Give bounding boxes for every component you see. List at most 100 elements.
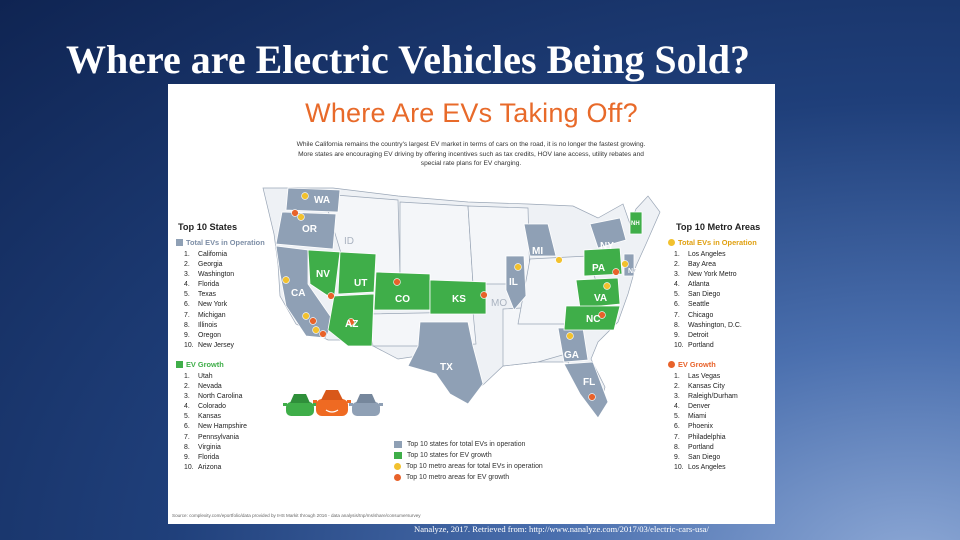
list-item: 7. Pennsylvania	[184, 433, 239, 441]
label-ut: UT	[354, 278, 367, 289]
orange-dot-icon	[668, 361, 675, 368]
state-ny	[589, 217, 627, 249]
list-item: 4. Florida	[184, 281, 220, 289]
legend-item: Top 10 states for total EVs in operation	[394, 439, 543, 450]
list-item: 6. New Hampshire	[184, 423, 248, 431]
list-item-label: Washington	[198, 271, 235, 279]
state-labels: WA OR ID NV CA UT AZ CO KS MO TX IL MI N…	[291, 195, 640, 388]
label-id: ID	[344, 236, 354, 247]
orange-dot-los-angeles	[309, 317, 317, 325]
orange-dot-kansas-city	[480, 291, 488, 299]
list-item-label: Philadelphia	[688, 433, 726, 441]
list-item-label: North Carolina	[198, 393, 243, 401]
us-map: WA OR ID NV CA UT AZ CO KS MO TX IL MI N…	[262, 187, 661, 419]
state-wa	[285, 187, 341, 213]
label-ga: GA	[564, 350, 579, 361]
slide-title: Where are Electric Vehicles Being Sold?	[66, 37, 751, 82]
list-item: 7. Chicago	[674, 311, 714, 319]
infographic-title: Where Are EVs Taking Off?	[305, 98, 638, 128]
list-item-label: Pennsylvania	[198, 433, 239, 441]
list-item: 5. Kansas	[184, 413, 221, 421]
list-item: 9. Florida	[184, 453, 220, 461]
list-item: 5. Miami	[674, 413, 707, 421]
green-car-icon	[283, 394, 317, 416]
state-tx	[407, 321, 484, 405]
citation: Nanalyze, 2017. Retrieved from: http://w…	[414, 524, 709, 534]
legend-item: Top 10 states for EV growth	[394, 450, 543, 461]
list-item-label: Texas	[198, 291, 216, 299]
label-fl: FL	[583, 377, 595, 388]
orange-dot-san-diego	[319, 330, 327, 338]
list-item: 8. Illinois	[184, 321, 218, 329]
list-item: 10. New Jersey	[184, 341, 234, 349]
state-fl	[563, 361, 609, 419]
gray-car-icon	[349, 394, 383, 416]
legend-label: Top 10 states for total EVs in operation	[407, 441, 526, 448]
map-legend: Top 10 states for total EVs in operation…	[394, 439, 543, 483]
left-growth-list: 1. Utah 2. Nevada 3. North Carolina 4. Color…	[184, 372, 247, 473]
label-ca: CA	[291, 288, 305, 299]
list-item: 7. Philadelphia	[674, 433, 726, 441]
label-mi: MI	[532, 246, 543, 257]
list-item: 3. Washington	[184, 271, 235, 279]
list-item: 10. Los Angeles	[674, 463, 726, 471]
list-item: 5. San Diego	[674, 291, 721, 299]
state-pa	[583, 247, 623, 277]
list-item: 3. Raleigh/Durham	[674, 393, 738, 401]
state-ks	[429, 279, 487, 315]
left-growth-heading: EV Growth	[176, 360, 224, 369]
list-item: 8. Washington, D.C.	[674, 321, 742, 329]
list-item-label: Kansas	[198, 413, 221, 421]
gray-square-icon	[176, 239, 183, 246]
list-item-label: Chicago	[688, 311, 714, 319]
list-item: 6. Phoenix	[674, 423, 713, 431]
state-mi	[523, 223, 557, 257]
list-item: 10. Portland	[674, 341, 714, 349]
list-item-label: Virginia	[198, 443, 221, 451]
yellow-dot-washington-dc	[603, 282, 611, 290]
orange-dot-portland	[291, 209, 299, 217]
list-item-label: Florida	[198, 453, 220, 461]
legend-label: Top 10 states for EV growth	[407, 452, 492, 459]
base-nd-sd-ne	[399, 201, 474, 285]
label-or: OR	[302, 224, 318, 235]
list-item: 1. Utah	[184, 373, 213, 380]
list-item: 1. Las Vegas	[674, 373, 721, 380]
label-nc: NC	[586, 314, 600, 325]
legend-item: Top 10 metro areas for EV growth	[394, 472, 543, 483]
yellow-dot-seattle	[301, 192, 309, 200]
label-ny: NY	[600, 241, 614, 252]
list-item-label: Seattle	[688, 301, 710, 309]
list-item-label: Illinois	[198, 321, 218, 329]
state-il	[505, 255, 527, 311]
yellow-dot-portland	[297, 213, 305, 221]
list-item-label: California	[198, 251, 228, 258]
list-item: 10. Arizona	[184, 463, 222, 471]
list-item-label: Portland	[688, 341, 714, 349]
label-nj: NJ	[628, 268, 637, 275]
gray-square-icon	[394, 441, 402, 448]
list-item: 6. Seattle	[674, 301, 710, 309]
list-item: 8. Virginia	[184, 443, 221, 451]
list-item-label: New Hampshire	[198, 423, 248, 431]
list-item: 8. Portland	[674, 443, 714, 451]
state-ut	[337, 251, 377, 295]
yellow-dot-san-diego	[312, 326, 320, 334]
list-item: 2. Bay Area	[674, 261, 716, 269]
state-ca	[275, 245, 334, 339]
label-az: AZ	[345, 319, 358, 330]
label-va: VA	[594, 293, 607, 304]
orange-dot-icon	[394, 474, 401, 481]
legend-item: Top 10 metro areas for total EVs in oper…	[394, 461, 543, 472]
orange-dot-philadelphia	[612, 268, 620, 276]
right-growth-heading-label: EV Growth	[678, 360, 716, 369]
orange-dot-phoenix	[347, 318, 355, 326]
state-nc	[563, 305, 621, 331]
list-item-label: New York Metro	[688, 271, 737, 279]
list-item-label: Georgia	[198, 261, 223, 269]
list-item: 5. Texas	[184, 291, 216, 299]
label-co: CO	[395, 294, 410, 305]
list-item-label: Detroit	[688, 331, 709, 339]
right-total-heading-label: Total EVs in Operation	[678, 238, 757, 247]
label-mo: MO	[491, 298, 507, 309]
